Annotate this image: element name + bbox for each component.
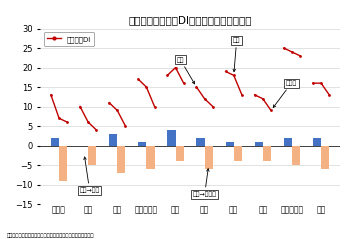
Bar <box>313 138 321 146</box>
Bar <box>196 138 204 146</box>
Text: （資料）日本銀行各支店公表資料よりニッセイ基礎研究所作成: （資料）日本銀行各支店公表資料よりニッセイ基礎研究所作成 <box>7 233 94 238</box>
Bar <box>88 146 96 165</box>
Bar <box>263 146 271 161</box>
Legend: 業況判断DI: 業況判断DI <box>44 32 94 46</box>
Title: 地域別の業況判断DIと変化幅（非製造業）: 地域別の業況判断DIと変化幅（非製造業） <box>128 15 252 25</box>
Bar <box>321 146 329 169</box>
Bar <box>51 138 59 146</box>
Bar <box>138 142 146 146</box>
Bar <box>167 130 175 146</box>
Text: 今回→先行き: 今回→先行き <box>193 169 217 197</box>
Bar <box>117 146 125 173</box>
Text: 今回: 今回 <box>233 38 240 72</box>
Bar <box>59 146 67 181</box>
Bar <box>234 146 242 161</box>
Bar <box>109 134 117 146</box>
Text: 前回→今回: 前回→今回 <box>80 157 100 193</box>
Text: 先行き: 先行き <box>273 80 297 108</box>
Bar <box>292 146 300 165</box>
Bar <box>255 142 263 146</box>
Text: 前回: 前回 <box>177 57 195 84</box>
Bar <box>146 146 154 169</box>
Bar <box>284 138 292 146</box>
Bar <box>204 146 213 169</box>
Bar <box>175 146 184 161</box>
Bar <box>225 142 234 146</box>
